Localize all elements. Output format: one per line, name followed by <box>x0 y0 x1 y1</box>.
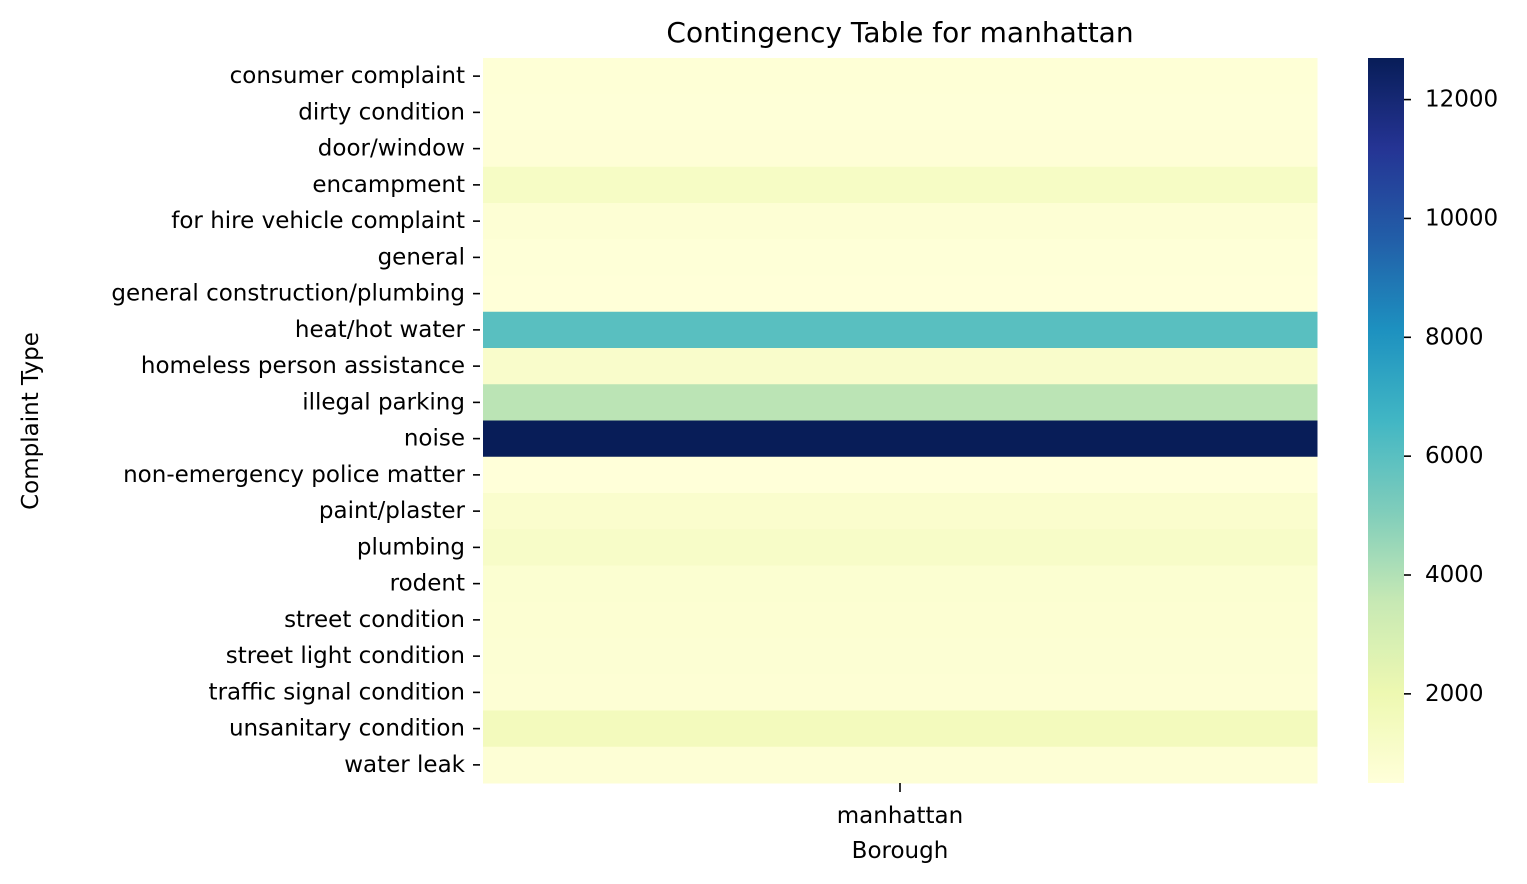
heatmap-cell <box>483 456 1318 494</box>
x-tick-labels: manhattan <box>837 783 963 829</box>
heatmap-cell <box>483 166 1318 204</box>
y-tick-label: dirty condition <box>298 99 465 125</box>
y-tick-label: homeless person assistance <box>141 353 465 379</box>
y-tick-label: non-emergency police matter <box>123 462 465 488</box>
y-tick-label: plumbing <box>357 534 465 560</box>
heatmap-cell <box>483 311 1318 349</box>
heatmap-cell <box>483 58 1318 95</box>
heatmap-cell <box>483 710 1318 748</box>
y-tick-label: rodent <box>390 571 465 597</box>
colorbar-tick-label: 10000 <box>1425 205 1498 231</box>
chart-title: Contingency Table for manhattan <box>666 16 1133 49</box>
y-tick-label: traffic signal condition <box>209 679 465 705</box>
heatmap-cell <box>483 565 1318 603</box>
colorbar-ticks: 2000 4000 6000 8000 10000 12000 <box>1404 87 1498 707</box>
y-tick-label: door/window <box>318 136 465 162</box>
heatmap-cell <box>483 493 1318 530</box>
y-tick-label: unsanitary condition <box>229 716 465 742</box>
heatmap-cell <box>483 348 1318 385</box>
y-tick-labels: consumer complaint dirty condition door/wi… <box>111 63 480 778</box>
y-tick-label: consumer complaint <box>230 63 465 89</box>
heatmap-cells <box>483 58 1318 784</box>
heatmap-cell <box>483 130 1318 168</box>
heatmap-cell <box>483 529 1318 566</box>
y-tick-label: for hire vehicle complaint <box>171 208 465 234</box>
heatmap-cell <box>483 674 1318 711</box>
y-tick-label: paint/plaster <box>319 498 466 524</box>
heatmap-cell <box>483 239 1318 276</box>
y-tick-label: heat/hot water <box>295 317 466 343</box>
y-tick-label: noise <box>404 426 465 452</box>
y-tick-label: street condition <box>284 607 465 633</box>
heatmap-cell <box>483 94 1318 131</box>
colorbar-tick-label: 2000 <box>1425 681 1484 707</box>
y-tick-label: encampment <box>312 172 465 198</box>
y-tick-label: street light condition <box>226 643 465 669</box>
heatmap-cell <box>483 601 1318 639</box>
heatmap-cell <box>483 384 1318 421</box>
heatmap-cell <box>483 746 1318 784</box>
heatmap-cell <box>483 420 1318 458</box>
y-tick-label: general <box>378 244 465 270</box>
heatmap-cell <box>483 203 1318 240</box>
x-axis-label: Borough <box>852 838 949 864</box>
y-axis-label: Complaint Type <box>18 332 44 510</box>
x-tick-label: manhattan <box>837 803 963 829</box>
colorbar <box>1368 58 1404 783</box>
heatmap-cell <box>483 638 1318 675</box>
y-tick-label: illegal parking <box>302 389 465 415</box>
heatmap-cell <box>483 275 1318 313</box>
y-tick-label: general construction/plumbing <box>111 281 465 307</box>
colorbar-tick-label: 6000 <box>1425 443 1484 469</box>
colorbar-tick-label: 12000 <box>1425 87 1498 113</box>
y-tick-label: water leak <box>344 752 465 778</box>
colorbar-tick-label: 8000 <box>1425 324 1484 350</box>
colorbar-tick-label: 4000 <box>1425 562 1484 588</box>
